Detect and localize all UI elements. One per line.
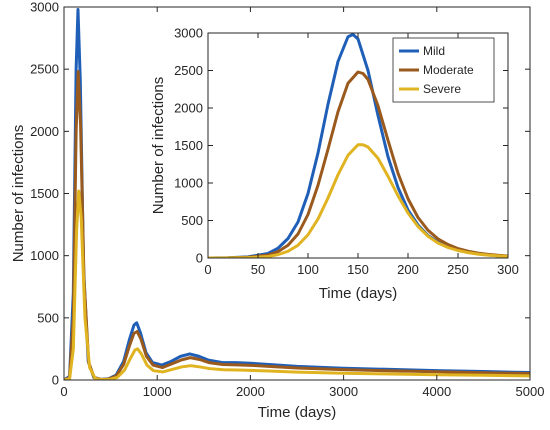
x-tick-label: 150 [347, 262, 369, 277]
x-axis-label: Time (days) [319, 285, 398, 302]
y-tick-label: 0 [196, 251, 203, 266]
x-tick-label: 2000 [236, 384, 265, 399]
y-axis-label: Number of infections [10, 125, 27, 263]
x-tick-label: 50 [251, 262, 265, 277]
x-tick-label: 250 [447, 262, 469, 277]
y-tick-label: 2500 [174, 63, 203, 78]
y-tick-label: 1500 [30, 186, 59, 201]
legend-label-moderate: Moderate [423, 63, 474, 77]
y-tick-label: 2000 [30, 124, 59, 139]
x-tick-label: 0 [204, 262, 211, 277]
x-tick-label: 300 [497, 262, 519, 277]
x-tick-label: 100 [297, 262, 319, 277]
y-tick-label: 500 [181, 213, 203, 228]
series-line-moderate [208, 70, 508, 258]
legend-label-mild: Mild [423, 44, 445, 58]
y-tick-label: 1500 [174, 138, 203, 153]
y-tick-label: 1000 [174, 176, 203, 191]
legend: Mild Moderate Severe [392, 37, 495, 103]
y-tick-label: 0 [52, 373, 59, 388]
x-tick-label: 3000 [329, 384, 358, 399]
series-line-severe [64, 189, 530, 380]
y-tick-label: 2000 [174, 101, 203, 116]
x-tick-label: 5000 [516, 384, 545, 399]
series-lines [208, 33, 508, 258]
inset-chart: 0 50 100 150 200 250 3000500100015002000250030… [150, 26, 519, 303]
x-tick-label: 0 [60, 384, 67, 399]
x-tick-label: 4000 [422, 384, 451, 399]
series-line-severe [208, 143, 508, 258]
x-axis-label: Time (days) [258, 404, 337, 421]
y-axis-label: Number of infections [150, 77, 167, 215]
y-tick-label: 2500 [30, 62, 59, 77]
y-tick-label: 3000 [30, 0, 59, 15]
series-lines [64, 7, 530, 380]
y-tick-label: 3000 [174, 26, 203, 41]
y-tick-label: 500 [37, 310, 59, 325]
x-tick-label: 1000 [143, 384, 172, 399]
x-tick-label: 200 [397, 262, 419, 277]
legend-label-severe: Severe [423, 82, 461, 96]
y-tick-label: 1000 [30, 248, 59, 263]
